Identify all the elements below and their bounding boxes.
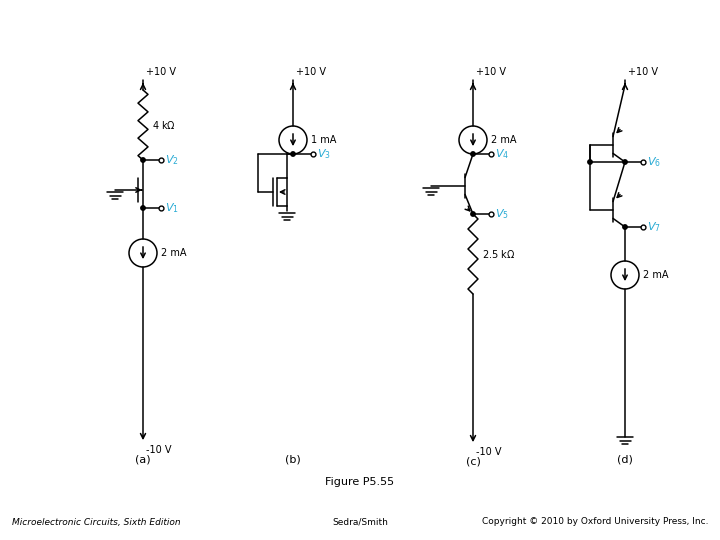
Text: (c): (c) <box>466 457 480 467</box>
Text: 2 mA: 2 mA <box>643 270 668 280</box>
Text: (d): (d) <box>617 454 633 464</box>
Text: (a): (a) <box>135 454 150 464</box>
Text: +10 V: +10 V <box>476 67 506 77</box>
Circle shape <box>471 212 475 216</box>
Text: $V_6$: $V_6$ <box>647 155 661 169</box>
Text: +10 V: +10 V <box>628 67 658 77</box>
Text: $V_5$: $V_5$ <box>495 207 509 221</box>
Text: 2 mA: 2 mA <box>491 135 516 145</box>
Text: -10 V: -10 V <box>476 447 502 457</box>
Circle shape <box>141 206 145 210</box>
Circle shape <box>291 152 295 156</box>
Circle shape <box>141 158 145 162</box>
Text: +10 V: +10 V <box>146 67 176 77</box>
Text: $V_4$: $V_4$ <box>495 147 509 161</box>
Text: Microelectronic Circuits, Sixth Edition: Microelectronic Circuits, Sixth Edition <box>12 517 181 526</box>
Text: Copyright © 2010 by Oxford University Press, Inc.: Copyright © 2010 by Oxford University Pr… <box>482 517 708 526</box>
Text: $V_7$: $V_7$ <box>647 220 661 234</box>
Text: $V_2$: $V_2$ <box>165 153 179 167</box>
Text: Sedra/Smith: Sedra/Smith <box>332 517 388 526</box>
Text: 2 mA: 2 mA <box>161 248 186 258</box>
Circle shape <box>623 160 627 164</box>
Text: (b): (b) <box>285 454 301 464</box>
Text: 4 k$\Omega$: 4 k$\Omega$ <box>152 119 176 131</box>
Text: 2.5 k$\Omega$: 2.5 k$\Omega$ <box>482 248 516 260</box>
Text: +10 V: +10 V <box>296 67 326 77</box>
Text: $V_1$: $V_1$ <box>165 201 179 215</box>
Text: 1 mA: 1 mA <box>311 135 336 145</box>
Text: Figure P5.55: Figure P5.55 <box>325 477 395 487</box>
Text: -10 V: -10 V <box>146 445 171 455</box>
Circle shape <box>471 152 475 156</box>
Text: $V_3$: $V_3$ <box>317 147 331 161</box>
Circle shape <box>588 160 593 164</box>
Circle shape <box>623 225 627 229</box>
